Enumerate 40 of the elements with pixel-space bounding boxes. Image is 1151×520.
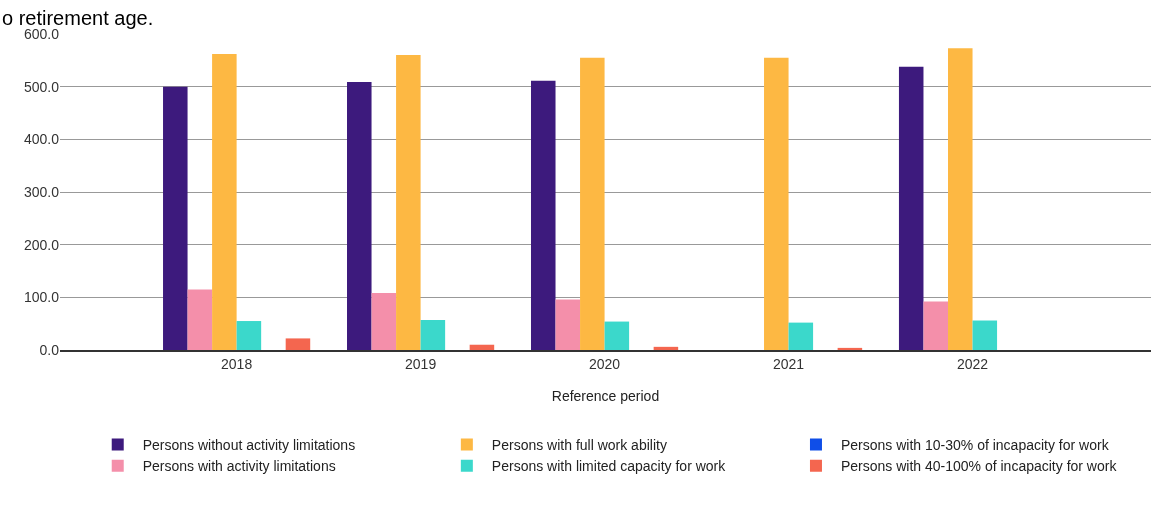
bar (788, 322, 814, 350)
bar (923, 301, 949, 350)
y-tick-label: 400.0 (23, 131, 60, 148)
bar (163, 86, 188, 350)
x-tick-label: 2019 (405, 355, 437, 372)
bar (187, 289, 213, 350)
bar (764, 57, 789, 350)
y-tick-label: 500.0 (23, 78, 60, 95)
bar (212, 54, 237, 350)
bar (898, 66, 924, 350)
legend-label: Persons with limited capacity for work (491, 458, 727, 475)
bar (371, 293, 397, 350)
bar (530, 80, 556, 350)
y-tick-label: 200.0 (23, 236, 60, 253)
x-tick-label: 2018 (221, 355, 253, 372)
bar (653, 346, 679, 350)
bar (396, 55, 421, 350)
legend-label: Persons with full work ability (491, 437, 667, 454)
legend-label: Persons without activity limitations (142, 437, 356, 454)
legend-label: Persons with activity limitations (142, 458, 336, 475)
bar (555, 299, 581, 350)
x-axis-title: Reference period (551, 387, 660, 404)
bar (948, 48, 973, 350)
bar (580, 57, 605, 350)
x-tick-label: 2022 (956, 355, 989, 372)
bar (972, 320, 998, 350)
x-tick-label: 2021 (772, 355, 805, 372)
x-tick-label: 2020 (589, 355, 621, 372)
legend-label: Persons with 40-100% of incapacity for work (840, 458, 1118, 475)
bar (604, 321, 630, 350)
y-tick-label: 300.0 (23, 183, 60, 200)
y-tick-label: 0.0 (39, 341, 60, 358)
bar (837, 347, 863, 350)
bar (420, 319, 446, 350)
legend-label: Persons with 10-30% of incapacity for work (840, 437, 1110, 454)
bar (236, 321, 262, 350)
bar (469, 344, 495, 350)
bar (285, 338, 311, 350)
bar (347, 81, 372, 350)
y-tick-label: 100.0 (23, 289, 60, 306)
